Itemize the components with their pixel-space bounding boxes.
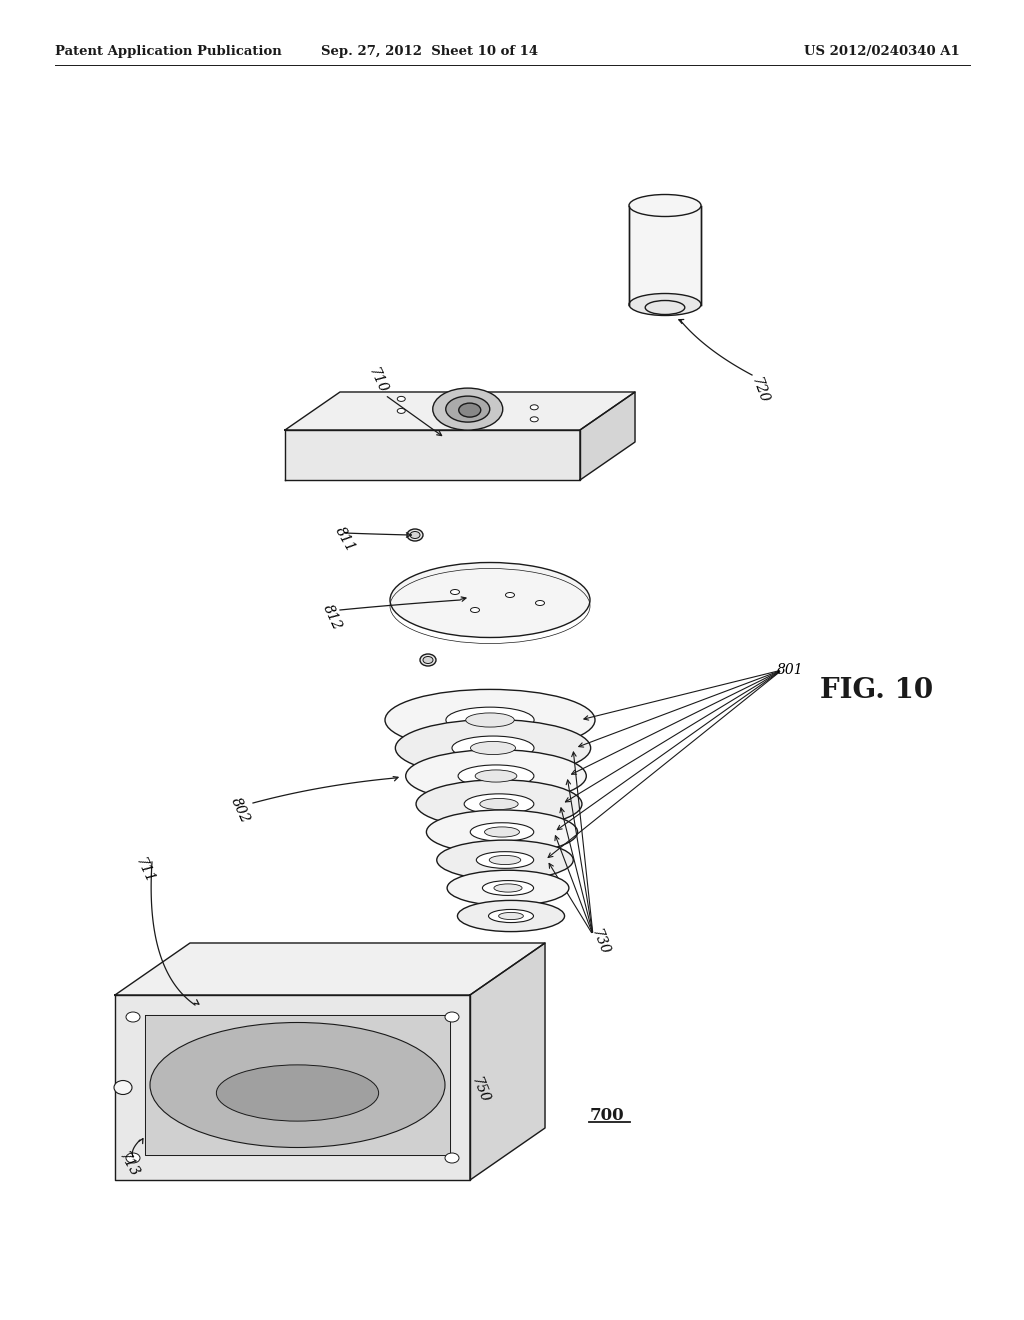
Ellipse shape [397,396,406,401]
Ellipse shape [406,750,587,803]
Ellipse shape [385,689,595,751]
Ellipse shape [437,840,573,880]
Ellipse shape [464,793,534,814]
Text: 700: 700 [590,1106,625,1123]
Text: 750: 750 [469,1074,492,1105]
Ellipse shape [458,900,564,932]
Ellipse shape [536,601,545,606]
Ellipse shape [126,1012,140,1022]
Ellipse shape [410,532,420,539]
Ellipse shape [216,1065,379,1121]
Text: 801: 801 [776,663,803,677]
Ellipse shape [470,607,479,612]
Polygon shape [285,392,635,430]
Ellipse shape [629,194,701,216]
Ellipse shape [530,417,539,422]
Ellipse shape [423,656,433,664]
Text: Patent Application Publication: Patent Application Publication [55,45,282,58]
Ellipse shape [629,293,701,315]
Ellipse shape [426,810,578,854]
Ellipse shape [499,912,523,920]
Ellipse shape [445,1012,459,1022]
Ellipse shape [470,742,515,755]
Polygon shape [580,392,635,480]
Polygon shape [470,942,545,1180]
Text: 811: 811 [332,525,357,554]
Ellipse shape [506,593,514,598]
Text: 711: 711 [133,855,157,884]
Ellipse shape [390,562,590,638]
Ellipse shape [407,529,423,541]
Ellipse shape [494,884,522,892]
Text: 802: 802 [228,795,252,825]
Text: 710: 710 [366,364,390,395]
Text: 720: 720 [749,375,771,405]
Ellipse shape [476,851,534,869]
Ellipse shape [433,388,503,430]
Ellipse shape [416,780,582,828]
Ellipse shape [459,403,480,417]
Ellipse shape [458,766,534,787]
Ellipse shape [645,301,685,314]
Ellipse shape [482,880,534,895]
Ellipse shape [150,1023,445,1147]
Ellipse shape [397,408,406,413]
Polygon shape [115,995,470,1180]
Text: 730: 730 [589,927,611,957]
Ellipse shape [530,405,539,409]
Ellipse shape [420,653,436,667]
Ellipse shape [445,1152,459,1163]
Text: 713: 713 [116,1150,140,1180]
Ellipse shape [126,1152,140,1163]
Ellipse shape [488,909,534,923]
Ellipse shape [466,713,514,727]
Polygon shape [145,1015,450,1155]
Ellipse shape [451,590,460,594]
Ellipse shape [484,826,519,837]
Ellipse shape [475,770,517,781]
Ellipse shape [114,1081,132,1094]
Text: Sep. 27, 2012  Sheet 10 of 14: Sep. 27, 2012 Sheet 10 of 14 [322,45,539,58]
Text: US 2012/0240340 A1: US 2012/0240340 A1 [804,45,961,58]
Ellipse shape [447,870,569,906]
Text: 812: 812 [321,602,344,632]
Ellipse shape [452,737,534,760]
Polygon shape [285,430,580,480]
Ellipse shape [489,855,521,865]
Ellipse shape [445,708,535,733]
Polygon shape [629,206,701,305]
Ellipse shape [445,396,489,422]
Ellipse shape [395,719,591,776]
Ellipse shape [480,799,518,809]
Ellipse shape [470,822,534,841]
Text: FIG. 10: FIG. 10 [820,676,933,704]
Polygon shape [115,942,545,995]
